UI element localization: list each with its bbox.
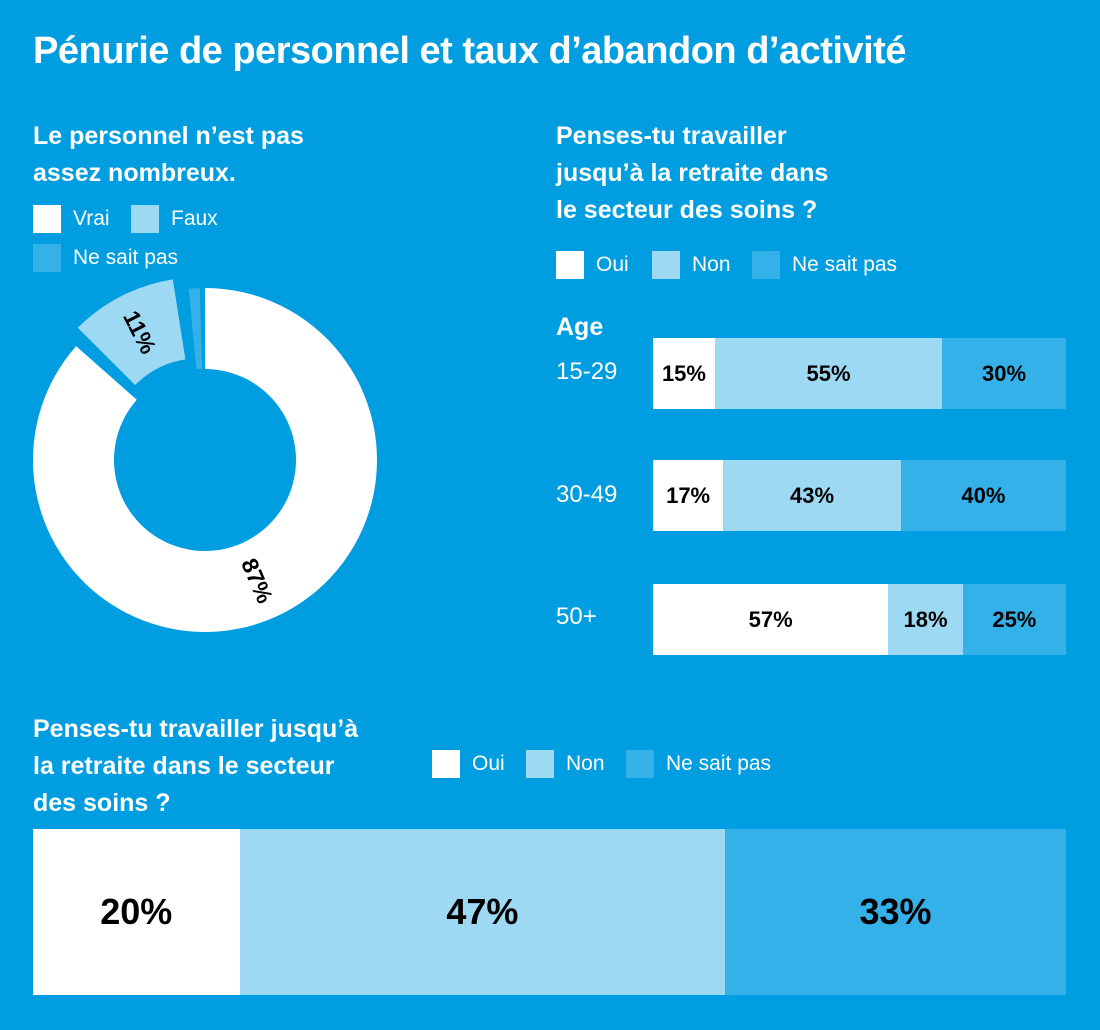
bar-segment-nsp: 40% — [900, 460, 1066, 531]
overall-question-line-3: des soins ? — [33, 789, 171, 817]
bar-segment-oui: 15% — [653, 338, 715, 409]
legend-swatch-non-3 — [526, 750, 554, 778]
donut-question: Le personnel n’est pas assez nombreux. — [33, 118, 304, 192]
donut-slice-nsp — [188, 288, 203, 370]
age-question-line-2: jusqu’à la retraite dans — [556, 159, 829, 187]
donut-legend-vrai: Vrai — [33, 205, 110, 233]
legend-swatch-nsp-2 — [752, 251, 780, 279]
legend-label-non: Non — [692, 253, 731, 276]
legend-label-nsp-2: Ne sait pas — [792, 253, 898, 276]
donut-question-line-2: assez nombreux. — [33, 159, 236, 187]
donut-question-line-1: Le personnel n’est pas — [33, 122, 304, 150]
legend-swatch-nsp-3 — [626, 750, 654, 778]
bar-segment-non: 47% — [239, 829, 726, 995]
legend-label-faux: Faux — [171, 207, 218, 230]
bar-segment-non: 18% — [888, 584, 963, 655]
legend-swatch-oui — [556, 251, 584, 279]
age-question-line-1: Penses-tu travailler — [556, 122, 787, 150]
legend-label-vrai: Vrai — [73, 207, 110, 230]
legend-label-nsp-3: Ne sait pas — [666, 752, 772, 775]
legend-label-non-3: Non — [566, 752, 605, 775]
age-axis-label: Age — [556, 313, 604, 341]
legend-label-oui: Oui — [596, 253, 629, 276]
stacked-bar: 57% 18% 25% — [653, 584, 1066, 655]
age-legend-non: Non — [652, 251, 731, 279]
legend-label-oui-3: Oui — [472, 752, 505, 775]
age-legend-nsp: Ne sait pas — [752, 251, 897, 279]
bar-segment-nsp: 33% — [725, 829, 1066, 995]
donut-slice-vrai — [32, 288, 377, 632]
age-legend-oui: Oui — [556, 251, 629, 279]
overall-question-line-2: la retraite dans le secteur — [33, 752, 335, 780]
bar-segment-oui: 57% — [653, 584, 889, 655]
overall-legend-non: Non — [526, 750, 605, 778]
age-question: Penses-tu travailler jusqu’à la retraite… — [556, 118, 828, 229]
bar-segment-oui: 20% — [33, 829, 240, 995]
donut-chart: 87%11% — [32, 279, 377, 632]
page-title: Pénurie de personnel et taux d’abandon d… — [33, 30, 906, 72]
legend-swatch-non — [652, 251, 680, 279]
legend-swatch-vrai — [33, 205, 61, 233]
donut-legend-faux: Faux — [131, 205, 218, 233]
donut-legend-nsp: Ne sait pas — [33, 244, 178, 272]
age-category-label: 15-29 — [556, 358, 618, 385]
bar-segment-nsp: 30% — [942, 338, 1066, 409]
stacked-bar: 15% 55% 30% — [653, 338, 1066, 409]
bar-segment-nsp: 25% — [962, 584, 1066, 655]
bar-segment-non: 43% — [723, 460, 901, 531]
overall-legend-oui: Oui — [432, 750, 505, 778]
overall-legend-nsp: Ne sait pas — [626, 750, 771, 778]
stacked-bar: 20% 47% 33% — [33, 829, 1066, 995]
legend-label-nsp: Ne sait pas — [73, 246, 179, 269]
age-category-label: 30-49 — [556, 481, 618, 508]
legend-swatch-faux — [131, 205, 159, 233]
stacked-bar: 17% 43% 40% — [653, 460, 1066, 531]
legend-swatch-nsp — [33, 244, 61, 272]
overall-question: Penses-tu travailler jusqu’à la retraite… — [33, 711, 358, 822]
age-category-label: 50+ — [556, 603, 597, 630]
donut-slice-faux — [77, 279, 186, 386]
bar-segment-oui: 17% — [653, 460, 724, 531]
overall-question-line-1: Penses-tu travailler jusqu’à — [33, 715, 359, 743]
age-question-line-3: le secteur des soins ? — [556, 196, 818, 224]
bar-segment-non: 55% — [714, 338, 943, 409]
legend-swatch-oui-3 — [432, 750, 460, 778]
